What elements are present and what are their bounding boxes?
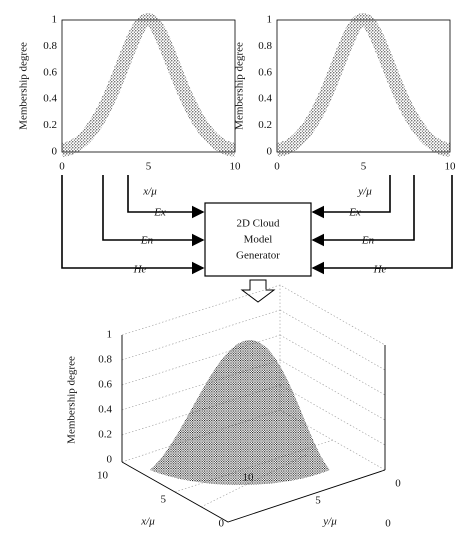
input-label: He — [133, 264, 147, 276]
y-tick-label: 0.4 — [258, 93, 272, 105]
input-label: En — [140, 235, 154, 247]
generator-text: 2D Cloud — [236, 218, 280, 230]
x-label: x/μ — [142, 186, 157, 198]
x-tick-label: 10 — [230, 161, 242, 173]
generator-text: Model — [244, 234, 273, 246]
x-tick-label: 0 — [59, 161, 65, 173]
x-tick-label: 10 — [445, 161, 457, 173]
y-tick-label: 0.6 — [258, 66, 272, 78]
axes-3d — [121, 335, 386, 523]
connectors — [61, 175, 453, 275]
y-label: Membership degree — [234, 42, 246, 130]
input-label: Ex — [348, 207, 361, 219]
x-label: y/μ — [357, 186, 372, 198]
y-tick-label: 0.6 — [43, 66, 57, 78]
x-tick-label: 5 — [146, 161, 152, 173]
y-tick-label: 0.2 — [258, 119, 272, 131]
cloud-drops — [60, 12, 452, 157]
y-tick-label: 0 — [267, 146, 273, 158]
y-label: y/μ — [322, 516, 337, 528]
z-tick-label: 0.8 — [98, 354, 112, 366]
x-tick-label: 5 — [361, 161, 367, 173]
y-tick-label: 10 — [243, 472, 255, 484]
y-tick-label: 0.8 — [258, 40, 272, 52]
x-tick-label: 5 — [161, 494, 167, 506]
x-label: x/μ — [140, 516, 155, 528]
z-tick-label: 1 — [107, 329, 113, 341]
z-tick-label: 0.4 — [98, 404, 112, 416]
y-label: Membership degree — [18, 42, 30, 130]
generator-text: Generator — [236, 250, 280, 262]
cloud-3d — [150, 340, 330, 485]
input-label: En — [361, 235, 375, 247]
y-tick-label: 1 — [267, 14, 273, 26]
input-label: He — [373, 264, 387, 276]
down-arrow — [240, 279, 276, 303]
y-tick-label: 0 — [52, 146, 58, 158]
generator-box — [204, 202, 312, 277]
x-tick-label: 10 — [97, 470, 109, 482]
y-tick-label: 0.2 — [43, 119, 57, 131]
x-tick-label: 0 — [219, 518, 225, 530]
x-tick-label: 0 — [274, 161, 280, 173]
y-tick-label: 1 — [52, 14, 58, 26]
corner-tick: 0 — [395, 478, 401, 490]
z-label: Membership degree — [66, 356, 78, 444]
grid-3d — [121, 284, 386, 508]
y-tick-label: 0 — [385, 518, 391, 530]
y-tick-label: 0.8 — [43, 40, 57, 52]
input-label: Ex — [153, 207, 166, 219]
y-tick-label: 0.4 — [43, 93, 57, 105]
z-tick-label: 0.2 — [98, 429, 112, 441]
z-tick-label: 0 — [107, 454, 113, 466]
z-tick-label: 0.6 — [98, 379, 112, 391]
y-tick-label: 5 — [315, 495, 321, 507]
